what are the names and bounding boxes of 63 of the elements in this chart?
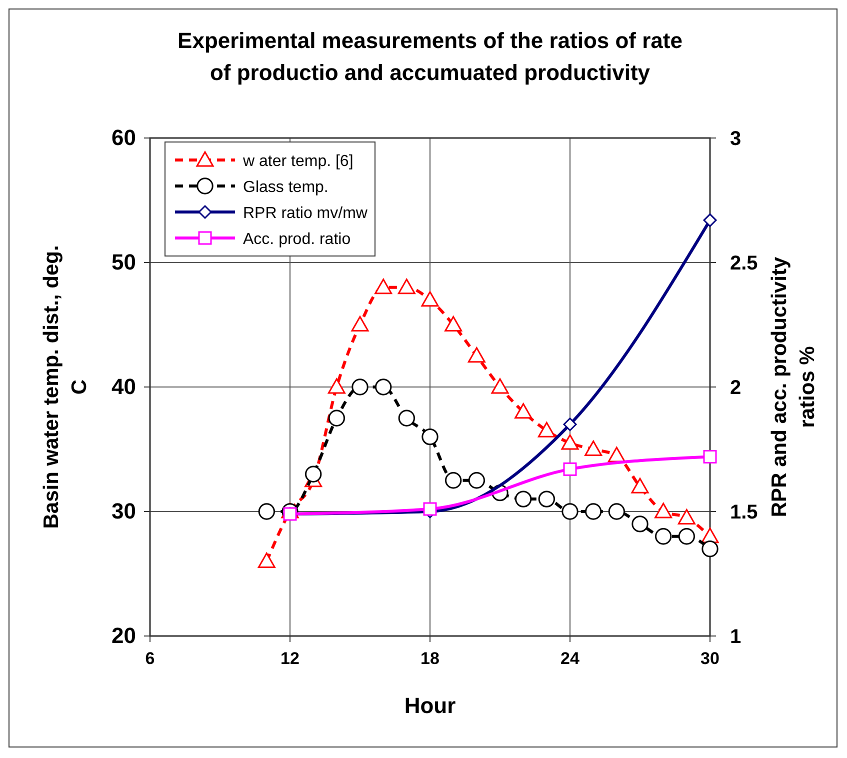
point bbox=[563, 418, 577, 432]
point bbox=[703, 213, 717, 227]
point bbox=[422, 428, 438, 446]
point bbox=[654, 502, 672, 518]
y2-tick-label: 1 bbox=[730, 626, 742, 648]
point bbox=[352, 378, 368, 396]
point bbox=[584, 440, 602, 456]
point bbox=[328, 378, 346, 394]
y-tick-label: 30 bbox=[112, 498, 136, 524]
point bbox=[632, 516, 648, 532]
point bbox=[351, 316, 369, 332]
point bbox=[631, 478, 649, 494]
y-tick-label: 40 bbox=[112, 374, 136, 399]
point bbox=[608, 503, 626, 520]
point bbox=[561, 434, 579, 450]
point bbox=[563, 462, 577, 476]
x-tick-label: 24 bbox=[560, 649, 580, 668]
point bbox=[258, 503, 276, 520]
point bbox=[562, 503, 578, 520]
chart-title: Experimental measurements of the ratios of rate of productio and accumuated productivity bbox=[178, 28, 682, 85]
y2-tick-label: 2 bbox=[730, 377, 742, 399]
x-tick-label: 6 bbox=[145, 649, 155, 668]
point bbox=[702, 540, 718, 558]
point bbox=[608, 446, 626, 462]
point bbox=[374, 278, 392, 294]
point bbox=[538, 422, 556, 438]
y-tick-label: 50 bbox=[112, 250, 136, 274]
point bbox=[514, 490, 532, 508]
point bbox=[328, 410, 346, 426]
point bbox=[398, 278, 416, 294]
y-tick-label: 60 bbox=[112, 125, 136, 150]
point bbox=[258, 552, 276, 568]
point bbox=[678, 528, 696, 545]
y2-axis-title: RPR and acc. productivity ratios % bbox=[768, 256, 819, 518]
point bbox=[468, 472, 486, 489]
x-tick-label: 30 bbox=[700, 649, 720, 668]
point bbox=[444, 472, 462, 489]
y-tick-label: 20 bbox=[112, 623, 136, 648]
point bbox=[421, 291, 439, 307]
point bbox=[374, 378, 392, 396]
y2-tick-label: 1.5 bbox=[730, 502, 758, 524]
point bbox=[491, 378, 509, 394]
y-axis-title: Basin water temp. dist., deg. C bbox=[40, 245, 91, 529]
legend-label: Acc. prod. ratio bbox=[243, 231, 351, 248]
point bbox=[703, 450, 717, 464]
point bbox=[654, 528, 672, 545]
point bbox=[514, 403, 532, 419]
point bbox=[398, 410, 416, 426]
y2-tick-label: 2.5 bbox=[730, 252, 758, 274]
legend-label: RPR ratio mv/mw bbox=[243, 205, 368, 222]
legend-label: w ater temp. [6] bbox=[242, 153, 354, 170]
point bbox=[444, 316, 462, 332]
x-tick-label: 12 bbox=[280, 649, 300, 668]
point bbox=[678, 508, 696, 524]
y2-tick-label: 3 bbox=[730, 128, 742, 150]
point bbox=[304, 466, 322, 482]
legend-label: Glass temp. bbox=[243, 179, 328, 196]
x-axis-title: Hour bbox=[404, 693, 456, 718]
x-tick-label: 18 bbox=[420, 649, 440, 668]
point bbox=[584, 503, 602, 520]
point bbox=[468, 347, 486, 363]
point bbox=[423, 502, 437, 516]
point bbox=[538, 490, 556, 508]
